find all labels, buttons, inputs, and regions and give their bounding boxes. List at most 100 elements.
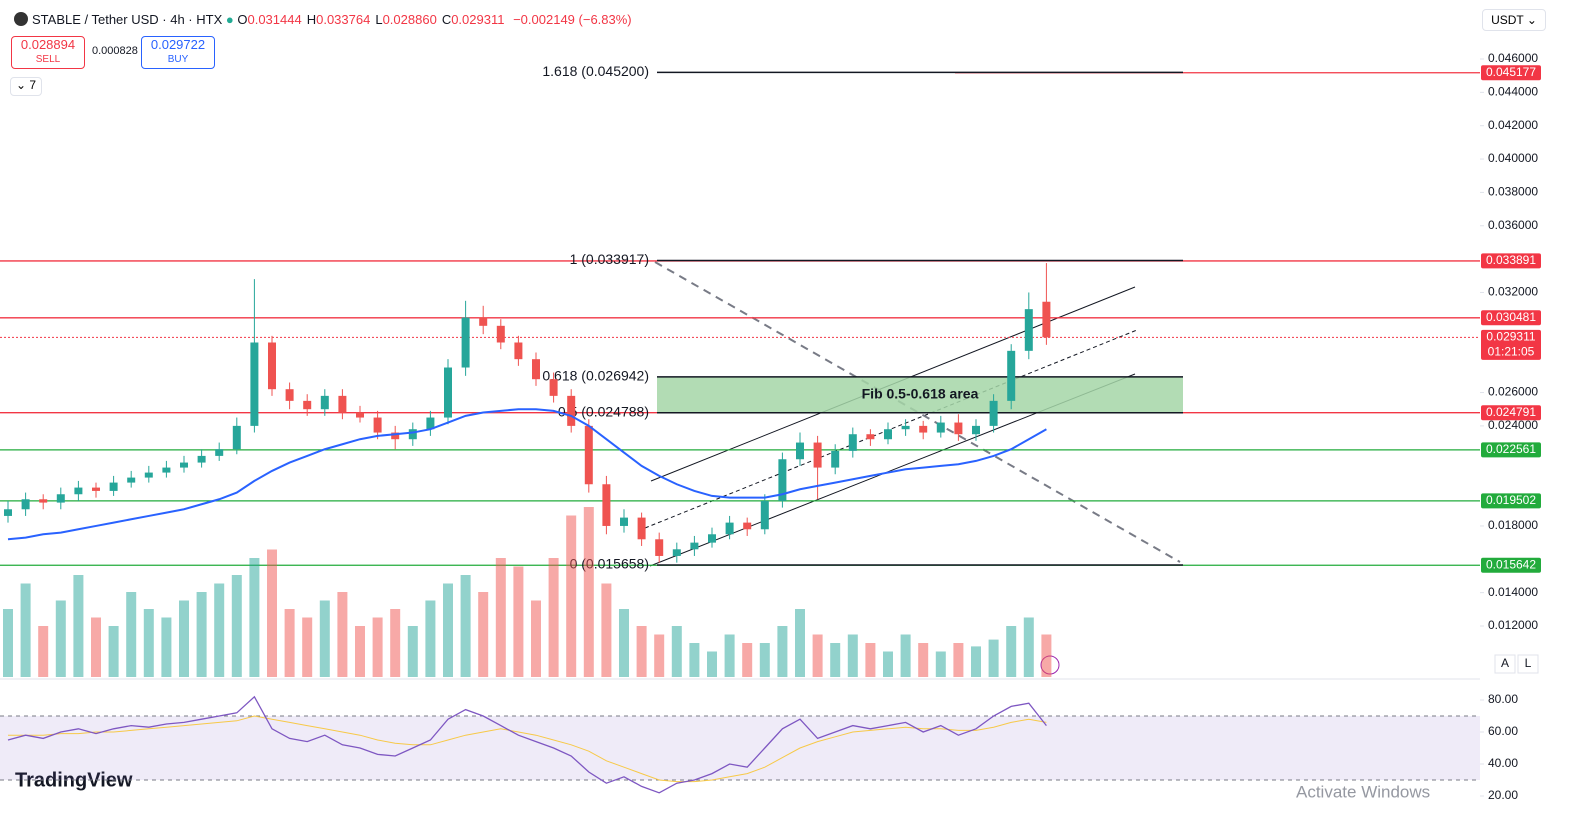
volume-bar bbox=[55, 600, 66, 677]
fib-label: 0 (0.015658) bbox=[570, 556, 649, 572]
volume-bar bbox=[161, 617, 172, 677]
price-tag-label: 0.029311 bbox=[1486, 329, 1535, 343]
price-tag bbox=[1481, 65, 1541, 81]
indicators-toggle[interactable]: ⌄ 7 bbox=[10, 77, 42, 96]
candle-body bbox=[250, 342, 259, 426]
candle-body bbox=[866, 434, 875, 440]
moving-average bbox=[7, 408, 1047, 541]
candle-body bbox=[39, 499, 48, 503]
price-tag-label: 0.022561 bbox=[1486, 442, 1536, 456]
rsi-line bbox=[7, 695, 1047, 794]
buy-label: BUY bbox=[167, 54, 189, 65]
y-tick-label: 0.012000 bbox=[1488, 618, 1538, 632]
candle-body bbox=[127, 477, 136, 483]
y-tick-label: 0.046000 bbox=[1488, 51, 1538, 65]
volume-bar bbox=[284, 609, 295, 677]
volume-bar bbox=[179, 600, 189, 677]
volume-bar bbox=[73, 575, 84, 677]
symbol[interactable]: STABLE / Tether USD · 4h · HTX bbox=[32, 12, 223, 27]
candle-body bbox=[197, 455, 206, 463]
volume-bar bbox=[935, 651, 946, 677]
y-tick-label: 60.00 bbox=[1488, 724, 1518, 738]
volume-bar bbox=[108, 626, 119, 677]
price-tag bbox=[1481, 329, 1541, 360]
y-tick-label: 0.042000 bbox=[1488, 118, 1538, 132]
candle-body bbox=[690, 542, 699, 550]
candle-body bbox=[268, 342, 276, 390]
candle-body bbox=[109, 482, 118, 491]
price-tag bbox=[1481, 442, 1541, 458]
sell-button[interactable]: 0.028894 SELL bbox=[11, 36, 85, 69]
candle-body bbox=[848, 434, 857, 451]
volume-bar bbox=[724, 634, 735, 677]
volume-bar bbox=[812, 634, 823, 677]
volume-bar bbox=[495, 558, 506, 677]
ohlc: O0.031444 H0.033764 L0.028860 C0.029311 bbox=[237, 12, 509, 27]
volume-bar bbox=[847, 634, 858, 677]
volume-bar bbox=[830, 643, 841, 677]
candle-body bbox=[285, 389, 294, 401]
volume-bar bbox=[689, 643, 700, 677]
ohlc-key: C bbox=[441, 12, 452, 27]
candle-body bbox=[672, 549, 681, 556]
volume-bar bbox=[372, 617, 383, 677]
candle-body bbox=[162, 467, 171, 473]
volume-bar bbox=[126, 592, 137, 677]
y-tick-label: 0.038000 bbox=[1488, 185, 1538, 199]
volume-bar bbox=[883, 651, 893, 677]
fib-label: 1.618 (0.045200) bbox=[542, 63, 649, 79]
sell-price: 0.028894 bbox=[20, 37, 76, 52]
price-tag bbox=[1481, 253, 1541, 269]
rsi-band bbox=[0, 716, 1480, 780]
price-tag-label: 0.030481 bbox=[1486, 310, 1536, 324]
volume-bar bbox=[337, 592, 348, 677]
rsi-line bbox=[8, 715, 1047, 783]
volume-bar bbox=[20, 583, 31, 677]
volume-bar bbox=[1023, 617, 1034, 677]
y-tick-label: 0.032000 bbox=[1488, 285, 1538, 299]
price-tag bbox=[1481, 557, 1541, 573]
candle-body bbox=[74, 487, 83, 495]
volume-bar bbox=[1006, 626, 1017, 677]
candle-body bbox=[373, 417, 382, 433]
candle-body bbox=[637, 517, 646, 540]
fib-label: 1 (0.033917) bbox=[570, 251, 649, 267]
volume-bar bbox=[425, 600, 436, 677]
y-tick-label: 80.00 bbox=[1488, 692, 1518, 706]
price-tag-label: 0.024791 bbox=[1486, 405, 1536, 419]
volume-bar bbox=[231, 575, 242, 677]
volume-bar bbox=[443, 583, 453, 677]
candle-body bbox=[796, 442, 804, 460]
candle-body bbox=[391, 432, 400, 440]
log-label: L bbox=[1525, 656, 1532, 670]
candle-body bbox=[901, 425, 910, 430]
auto-button[interactable] bbox=[1494, 654, 1516, 674]
ohlc-value: 0.033764 bbox=[316, 12, 371, 27]
buy-button[interactable]: 0.029722 BUY bbox=[141, 36, 215, 69]
candle-body bbox=[338, 395, 347, 413]
candle-body bbox=[215, 449, 224, 456]
indicators-count: 7 bbox=[29, 78, 37, 92]
volume-bar bbox=[390, 609, 401, 677]
volume-bar bbox=[478, 592, 489, 677]
buy-price: 0.029722 bbox=[150, 37, 206, 52]
currency-select[interactable]: USDT ⌄ bbox=[1482, 9, 1546, 31]
volume-bar bbox=[3, 609, 13, 677]
candle-body bbox=[180, 462, 188, 468]
log-button[interactable] bbox=[1517, 654, 1539, 674]
volume-bar bbox=[900, 634, 911, 677]
volume-bar bbox=[795, 609, 805, 677]
candle-body bbox=[444, 367, 452, 418]
volume-bar bbox=[636, 626, 647, 677]
candle-body bbox=[92, 487, 100, 491]
ohlc-value: 0.029311 bbox=[451, 12, 505, 27]
candle-body bbox=[620, 517, 628, 526]
volume-bar bbox=[513, 566, 524, 677]
candle-body bbox=[232, 425, 241, 450]
price-tag bbox=[1481, 310, 1541, 326]
price-tag-label: 0.045177 bbox=[1486, 65, 1536, 79]
candle-body bbox=[831, 450, 840, 468]
candle-body bbox=[496, 325, 505, 343]
fib-area-label: Fib 0.5-0.618 area bbox=[862, 385, 979, 401]
